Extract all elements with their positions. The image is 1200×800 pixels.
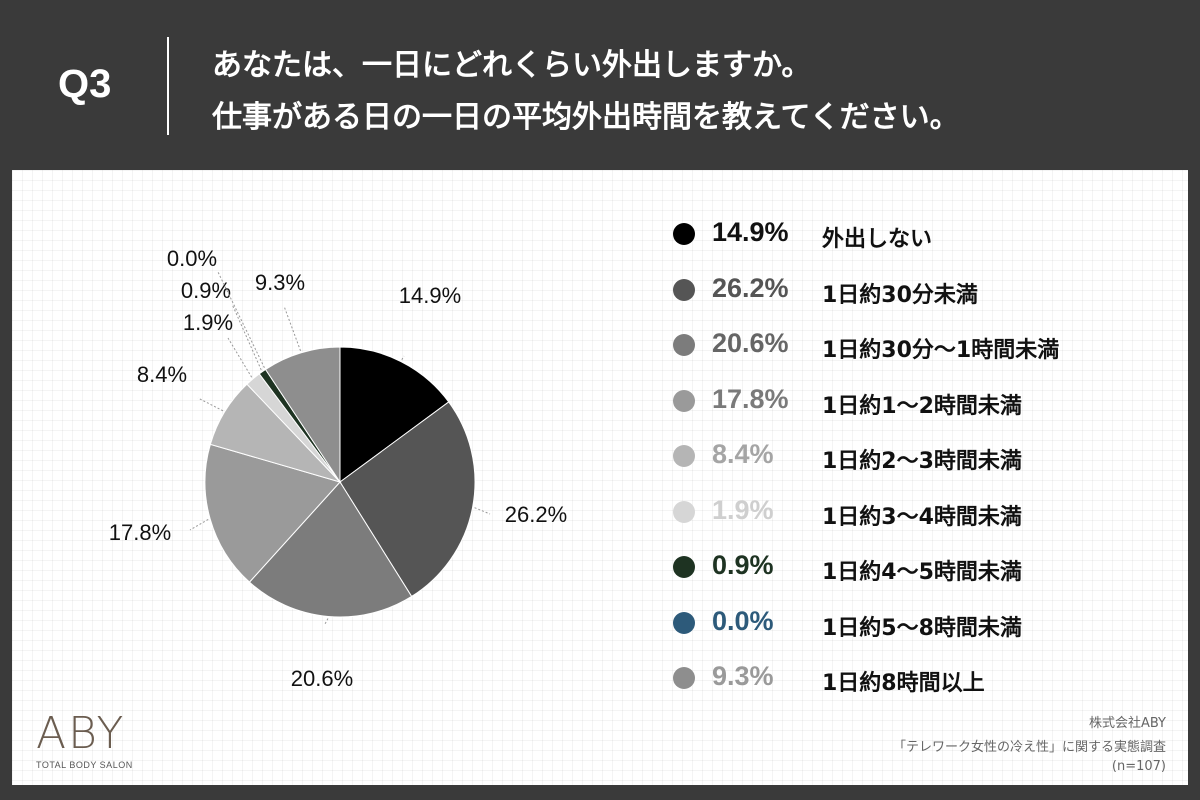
slice-data-label-5: 1.9% (183, 310, 233, 335)
pie-slice-1 (339, 401, 476, 598)
legend-percent: 0.9% (712, 550, 774, 580)
slice-data-label-0: 14.9% (399, 283, 461, 308)
pie-slice-2 (248, 481, 413, 618)
legend-label: 1日約1〜2時間未満 (822, 393, 1022, 419)
source-survey: 「テレワーク女性の冷え性」に関する実態調査 (892, 740, 1166, 755)
legend-swatch-icon (673, 667, 695, 689)
legend-swatch-icon (673, 611, 695, 634)
leader-line-8 (283, 305, 302, 351)
leader-line-4 (197, 397, 224, 412)
question-title-line2: 仕事がある日の一日の平均外出時間を教えてください。 (212, 100, 960, 135)
leader-line-6 (231, 303, 262, 371)
legend-swatch-icon (673, 500, 695, 523)
legend-percent: 14.9% (712, 217, 789, 247)
pie-slice-3 (204, 443, 341, 583)
legend-percent: 20.6% (712, 328, 789, 358)
leader-line-1 (474, 507, 491, 515)
legend-percent: 8.4% (712, 439, 774, 469)
aby-logo: ABY TOTAL BODY SALON (36, 708, 133, 771)
source-company: 株式会社ABY (1088, 716, 1166, 731)
slice-data-label-4: 8.4% (137, 362, 187, 387)
legend-swatch-icon (673, 556, 695, 578)
legend-percent: 1.9% (712, 494, 774, 525)
header-divider (167, 37, 169, 135)
legend-percent: 0.0% (712, 605, 774, 636)
logo-tagline: TOTAL BODY SALON (36, 760, 133, 770)
legend-label: 1日約30分〜1時間未満 (822, 338, 1060, 363)
legend-label: 外出しない (822, 227, 933, 252)
pie-slice-8 (264, 346, 341, 484)
source-sample-size: (n=107) (1111, 759, 1166, 774)
question-title-line1: あなたは、一日にどれくらい外出しますか。 (212, 48, 812, 83)
legend-label: 1日約8時間以上 (822, 671, 985, 696)
leader-line-2 (324, 618, 329, 625)
legend-label: 1日約4〜5時間未満 (822, 560, 1022, 585)
legend-percent: 17.8% (712, 383, 789, 414)
question-number: Q3 (58, 62, 112, 106)
header-band: Q3 あなたは、一日にどれくらい外出しますか。 仕事がある日の一日の平均外出時間… (0, 0, 1200, 170)
slice-data-label-1: 26.2% (505, 502, 567, 527)
slice-data-label-2: 20.6% (291, 666, 353, 691)
legend-label: 1日約5〜8時間未満 (822, 615, 1022, 641)
legend-label: 1日約2〜3時間未満 (822, 449, 1022, 474)
legend-swatch-icon (673, 445, 695, 467)
slice-data-label-7: 0.0% (167, 246, 217, 271)
legend-swatch-icon (673, 389, 695, 412)
legend-swatch-icon (673, 223, 695, 245)
leader-line-0 (401, 355, 405, 360)
leader-line-7 (217, 271, 265, 368)
legend-percent: 26.2% (712, 272, 789, 303)
legend-label: 1日約30分未満 (822, 282, 978, 308)
leader-line-3 (189, 518, 209, 531)
slice-data-label-6: 0.9% (181, 278, 231, 303)
logo-wordmark: ABY (36, 708, 126, 759)
leader-line-5 (227, 337, 253, 378)
legend-swatch-icon (673, 278, 695, 301)
pie-slice-0 (339, 346, 450, 483)
legend-percent: 9.3% (712, 661, 774, 691)
slice-data-label-3: 17.8% (109, 520, 171, 545)
slice-data-label-8: 9.3% (255, 270, 305, 295)
legend-label: 1日約3〜4時間未満 (822, 504, 1022, 530)
legend-swatch-icon (673, 334, 695, 356)
